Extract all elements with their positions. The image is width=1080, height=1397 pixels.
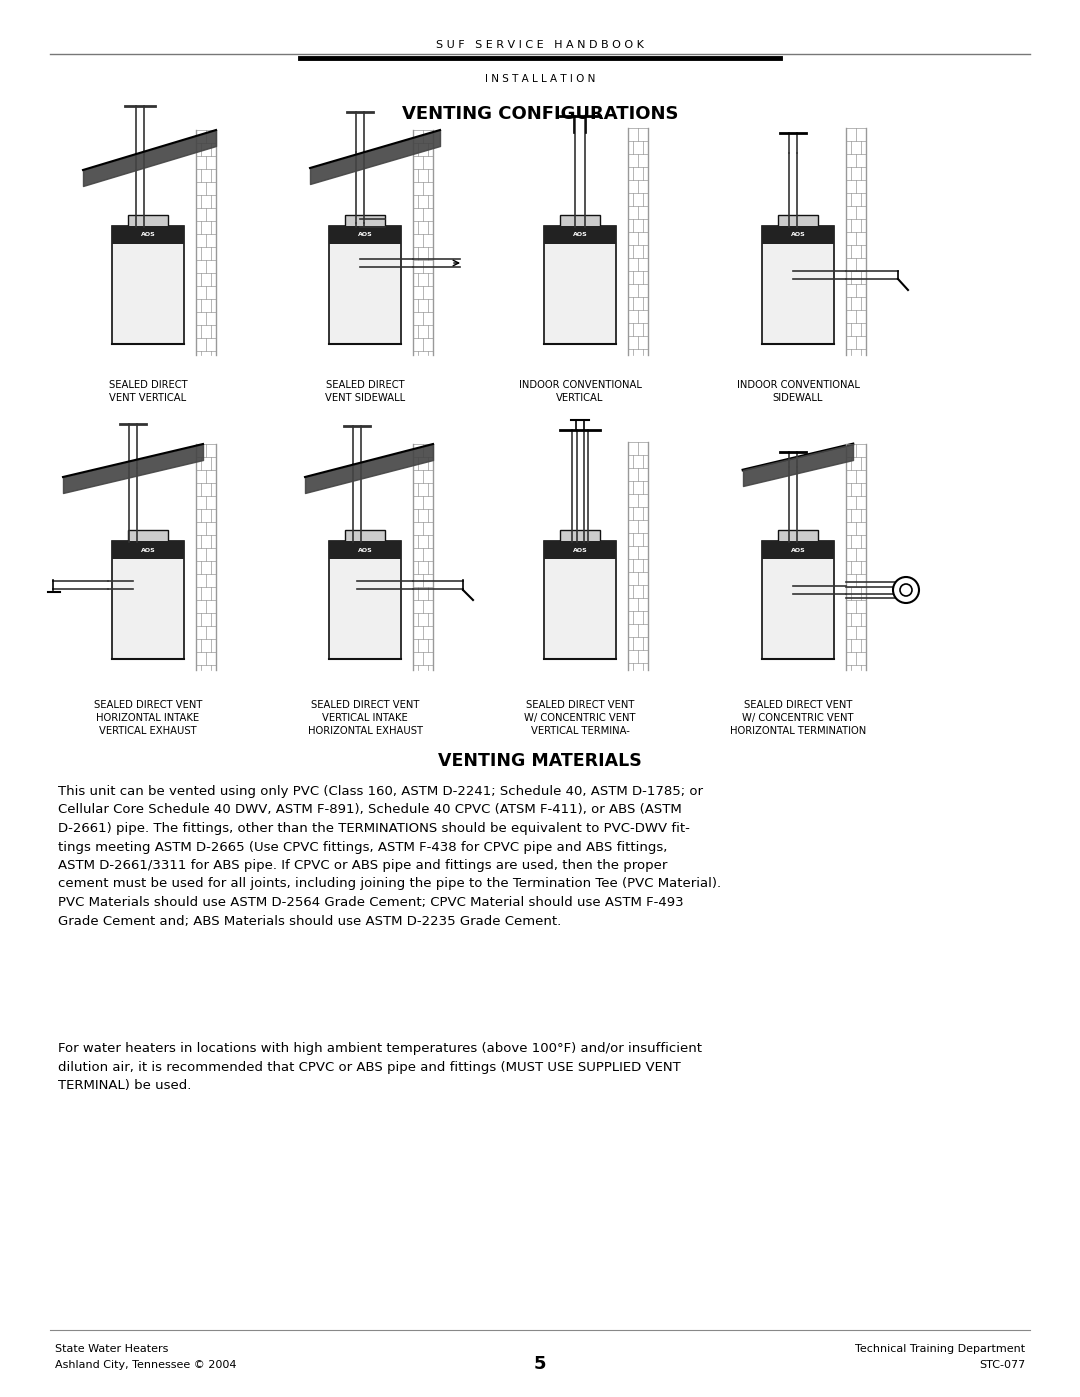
Text: Technical Training Department: Technical Training Department [855,1344,1025,1354]
Text: SEALED DIRECT VENT
W/ CONCENTRIC VENT
VERTICAL TERMINA-: SEALED DIRECT VENT W/ CONCENTRIC VENT VE… [524,700,636,736]
Text: AOS: AOS [572,548,588,552]
Text: AOS: AOS [791,548,806,552]
Bar [762,226,834,244]
Bar [561,215,599,228]
Bar [329,541,401,559]
Bar [129,529,167,543]
Text: INDOOR CONVENTIONAL
SIDEWALL: INDOOR CONVENTIONAL SIDEWALL [737,380,860,404]
Bar [544,541,616,659]
Circle shape [900,584,912,597]
Text: I N S T A L L A T I O N: I N S T A L L A T I O N [485,74,595,84]
Bar [779,529,818,543]
Text: AOS: AOS [140,548,156,552]
Text: AOS: AOS [791,232,806,237]
Bar [346,215,384,228]
Text: VENTING MATERIALS: VENTING MATERIALS [438,752,642,770]
Bar [346,529,384,543]
Bar [329,541,401,659]
Bar [762,226,834,344]
Bar [561,529,599,543]
Text: SEALED DIRECT
VENT SIDEWALL: SEALED DIRECT VENT SIDEWALL [325,380,405,404]
Bar [544,226,616,244]
Text: AOS: AOS [572,232,588,237]
Bar [129,215,167,228]
Bar [779,215,818,228]
Bar [329,226,401,344]
Bar [112,541,184,559]
Circle shape [893,577,919,604]
Bar [762,541,834,659]
Bar [112,541,184,659]
Text: AOS: AOS [357,548,373,552]
Text: This unit can be vented using only PVC (Class 160, ASTM D-2241; Schedule 40, AST: This unit can be vented using only PVC (… [58,785,721,928]
Text: Ashland City, Tennessee © 2004: Ashland City, Tennessee © 2004 [55,1361,237,1370]
Bar [329,226,401,244]
Text: INDOOR CONVENTIONAL
VERTICAL: INDOOR CONVENTIONAL VERTICAL [518,380,642,404]
Bar [544,226,616,344]
Text: State Water Heaters: State Water Heaters [55,1344,168,1354]
Bar [112,226,184,244]
Text: S U F   S E R V I C E   H A N D B O O K: S U F S E R V I C E H A N D B O O K [436,41,644,50]
Text: SEALED DIRECT VENT
VERTICAL INTAKE
HORIZONTAL EXHAUST: SEALED DIRECT VENT VERTICAL INTAKE HORIZ… [308,700,422,736]
Text: VENTING CONFIGURATIONS: VENTING CONFIGURATIONS [402,105,678,123]
Text: For water heaters in locations with high ambient temperatures (above 100°F) and/: For water heaters in locations with high… [58,1042,702,1092]
Text: 5: 5 [534,1355,546,1373]
Text: STC-077: STC-077 [978,1361,1025,1370]
Text: SEALED DIRECT
VENT VERTICAL: SEALED DIRECT VENT VERTICAL [109,380,187,404]
Bar [762,541,834,559]
Bar [544,541,616,559]
Bar [112,226,184,344]
Text: SEALED DIRECT VENT
W/ CONCENTRIC VENT
HORIZONTAL TERMINATION: SEALED DIRECT VENT W/ CONCENTRIC VENT HO… [730,700,866,736]
Text: SEALED DIRECT VENT
HORIZONTAL INTAKE
VERTICAL EXHAUST: SEALED DIRECT VENT HORIZONTAL INTAKE VER… [94,700,202,736]
Text: AOS: AOS [357,232,373,237]
Text: AOS: AOS [140,232,156,237]
